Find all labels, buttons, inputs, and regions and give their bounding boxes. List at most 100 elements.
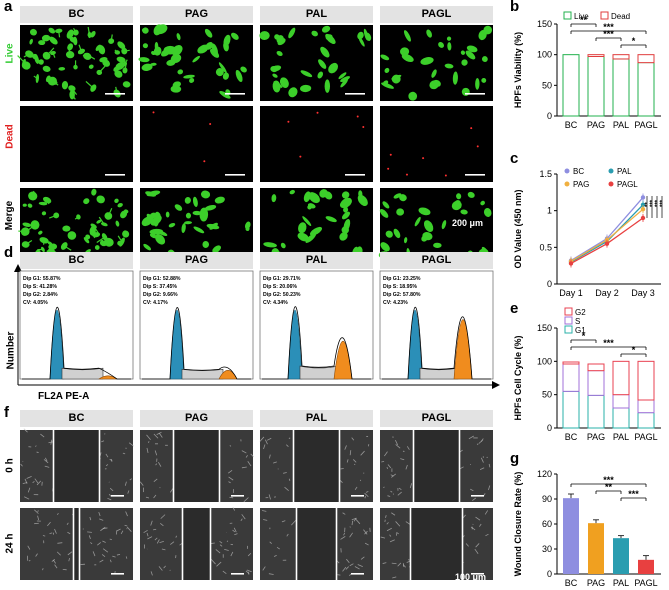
cell-texture — [153, 528, 157, 531]
scale-bar — [351, 573, 364, 575]
wound-tile — [140, 430, 253, 502]
live-cell — [121, 47, 128, 55]
cell-process — [49, 214, 57, 219]
x-tick-label: Day 2 — [595, 288, 619, 298]
cell-process — [124, 49, 130, 52]
live-cell — [104, 212, 113, 220]
cell-texture — [112, 555, 116, 558]
cell-texture — [107, 497, 112, 501]
cell-process — [46, 199, 50, 205]
live-cell — [480, 200, 485, 206]
flow-stat: Dip G1: 29.71% — [263, 276, 301, 282]
cell-texture — [215, 549, 221, 554]
y-tick-label: 0 — [547, 423, 552, 433]
live-cell — [385, 230, 393, 238]
micro-tile — [20, 106, 133, 182]
cell-texture — [226, 540, 229, 543]
cell-process — [110, 34, 113, 42]
cell-texture — [101, 554, 106, 557]
data-point — [640, 215, 646, 221]
wound-gap — [410, 508, 463, 580]
live-cell — [86, 52, 91, 58]
cell-texture — [340, 536, 346, 540]
cell-texture — [26, 476, 32, 479]
flow-stat: CV: 4.05% — [23, 300, 48, 306]
cell-texture — [381, 461, 385, 463]
live-cell — [41, 34, 51, 42]
cell-texture — [153, 433, 159, 439]
live-cell — [235, 69, 243, 82]
live-cell — [311, 30, 318, 37]
live-cell — [393, 228, 401, 239]
stack-segment — [562, 390, 580, 429]
row-label-dead: Dead — [2, 111, 18, 161]
live-cell — [184, 221, 193, 225]
live-cell — [155, 24, 168, 35]
flow-stat: Dip G1: 52.88% — [143, 276, 181, 282]
live-cell — [100, 222, 108, 227]
flow-header-pagl: PAGL — [380, 252, 493, 269]
cell-process — [124, 64, 127, 71]
wound-tile — [380, 508, 493, 580]
cell-texture — [355, 518, 361, 525]
live-cell — [116, 56, 126, 63]
cell-texture — [250, 453, 254, 458]
live-cell — [99, 57, 108, 63]
legend-swatch — [608, 168, 614, 174]
wound-gap — [73, 508, 80, 580]
cell-texture — [128, 442, 135, 447]
live-cell — [300, 70, 313, 78]
cell-process — [101, 242, 104, 244]
cell-texture — [339, 480, 343, 484]
cell-texture — [351, 437, 355, 441]
live-cell — [38, 40, 46, 46]
live-cell — [29, 28, 37, 36]
live-cell — [358, 36, 365, 47]
chart-c: 0 0.5 1 1.5 OD Value (450 nm) Day 1 Day 2 Day 3… — [513, 167, 666, 298]
cell-texture — [259, 436, 265, 442]
stack-segment — [587, 394, 605, 429]
y-tick-label: 30 — [542, 544, 552, 554]
cell-process — [115, 86, 118, 94]
stack-segment — [562, 363, 580, 392]
cell-process — [124, 59, 128, 65]
cell-texture — [44, 465, 50, 468]
live-cell — [321, 25, 331, 33]
fit-envelope — [22, 306, 131, 380]
cell-texture — [391, 562, 397, 565]
cell-texture — [360, 450, 365, 456]
live-cell — [138, 57, 150, 63]
flow-stat: Dip G2: 2.84% — [23, 292, 58, 298]
flow-stat: Dip G1: 55.87% — [23, 276, 61, 282]
cell-texture — [28, 560, 31, 562]
live-cell — [95, 44, 102, 52]
col-header-pagl: PAGL — [380, 6, 493, 23]
cell-process — [52, 52, 56, 58]
live-cell — [280, 242, 286, 249]
live-cell — [115, 62, 125, 70]
cell-texture — [262, 566, 266, 571]
sig-label: * — [632, 345, 636, 355]
live-cell — [452, 71, 458, 85]
cell-process — [98, 216, 105, 225]
live-cell — [288, 87, 298, 98]
live-cell — [391, 74, 402, 80]
cell-texture — [409, 483, 413, 489]
y-tick-label: 50 — [542, 390, 552, 400]
x-tick-label: PAG — [587, 432, 605, 442]
live-cell — [101, 233, 108, 242]
y-axis-label: OD Value (450 nm) — [513, 189, 523, 268]
cell-texture — [395, 521, 401, 527]
live-cell — [166, 59, 176, 66]
flow-stat: Dip S: 20.06% — [263, 284, 297, 290]
flow-stat: Dip S: 37.45% — [143, 284, 177, 290]
dead-cell — [209, 123, 212, 126]
cell-texture — [154, 450, 158, 456]
live-cell — [381, 82, 394, 89]
cell-texture — [265, 439, 268, 445]
cell-texture — [342, 566, 347, 572]
legend-label: BC — [573, 167, 584, 176]
live-cell — [307, 203, 316, 209]
cell-texture — [349, 450, 352, 456]
cell-texture — [216, 561, 222, 567]
